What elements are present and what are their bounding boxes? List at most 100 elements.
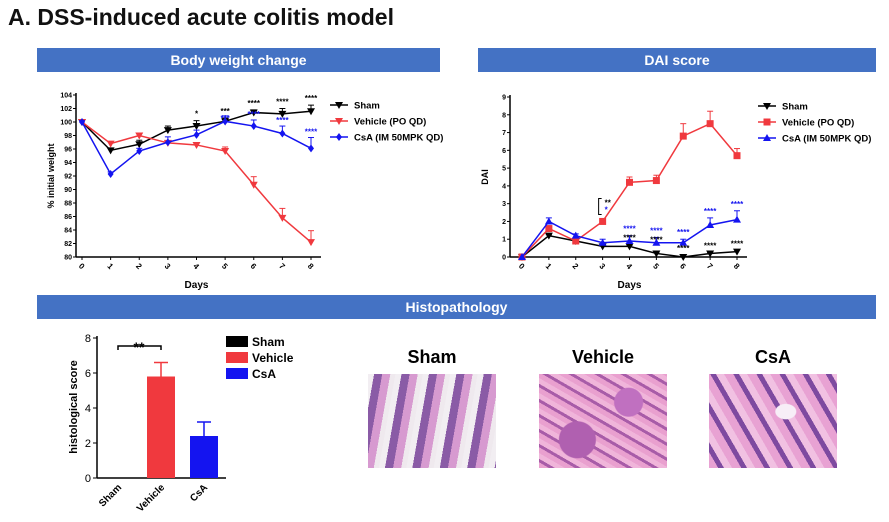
dai-legend-label: Sham bbox=[782, 102, 808, 113]
bw-sig-sham: * bbox=[195, 110, 199, 119]
dai-data-point bbox=[679, 132, 687, 140]
histo-legend-label: Vehicle bbox=[252, 351, 294, 365]
histo-legend-swatch bbox=[226, 336, 248, 347]
bw-sig-csa: *** bbox=[220, 114, 230, 123]
dai-sig-sham: ** bbox=[605, 198, 612, 207]
dai-data-point bbox=[679, 238, 688, 246]
dai-data-point bbox=[625, 237, 634, 244]
dai-data-point bbox=[518, 253, 526, 260]
bw-y-tick-label: 92 bbox=[64, 174, 72, 181]
histo-legend-swatch bbox=[226, 368, 248, 379]
dai-data-point bbox=[626, 178, 633, 186]
dai-sig-sham: **** bbox=[650, 235, 663, 244]
dai-y-tick-label: 1 bbox=[502, 237, 506, 244]
dai-legend-label: CsA (IM 50MPK QD) bbox=[782, 134, 871, 145]
bw-x-tick-label: 5 bbox=[220, 262, 230, 272]
dai-data-point bbox=[706, 221, 715, 228]
bw-y-tick-label: 98 bbox=[64, 133, 72, 140]
dai-y-tick-label: 2 bbox=[502, 219, 506, 226]
dai-sig-csa: **** bbox=[677, 228, 690, 237]
dai-data-point bbox=[544, 217, 553, 225]
dai-legend-marker bbox=[763, 118, 771, 126]
dai-y-tick-label: 4 bbox=[502, 183, 506, 190]
dai-sig-sham: **** bbox=[623, 234, 636, 243]
bw-data-point bbox=[135, 141, 144, 149]
histo-bar bbox=[147, 376, 175, 478]
histo-x-tick-label: Vehicle bbox=[135, 482, 167, 514]
bw-y-tick-label: 82 bbox=[64, 241, 72, 248]
dai-x-tick-label: 4 bbox=[624, 262, 634, 272]
dai-data-point bbox=[679, 254, 688, 261]
bw-x-tick-label: 4 bbox=[191, 262, 201, 272]
dai-x-tick-label: 0 bbox=[517, 262, 527, 272]
bw-data-point bbox=[221, 148, 230, 156]
dai-y-tick-label: 0 bbox=[502, 255, 506, 262]
bw-sig-sham: *** bbox=[220, 107, 230, 116]
dai-legend-marker bbox=[763, 134, 771, 141]
histo-legend-swatch bbox=[226, 352, 248, 363]
dai-data-point bbox=[571, 231, 580, 239]
dai-sig-csa: **** bbox=[623, 225, 636, 234]
bw-y-tick-label: 94 bbox=[64, 160, 72, 167]
bw-data-point bbox=[307, 239, 315, 247]
bw-data-point bbox=[79, 118, 85, 126]
bw-y-tick-label: 88 bbox=[64, 201, 72, 208]
bw-x-tick-label: 8 bbox=[306, 262, 316, 272]
bw-data-point bbox=[106, 147, 115, 155]
bw-sig-csa: **** bbox=[305, 128, 318, 137]
bw-data-point bbox=[192, 123, 201, 131]
dai-y-tick-label: 5 bbox=[502, 166, 506, 173]
dai-x-label: Days bbox=[618, 280, 642, 291]
dai-sig-bracket bbox=[598, 197, 602, 215]
bw-data-point bbox=[249, 181, 258, 189]
dai-y-tick-label: 7 bbox=[502, 130, 506, 137]
dai-data-point bbox=[544, 232, 553, 240]
histo-y-tick-label: 2 bbox=[85, 438, 91, 450]
histo-y-tick-label: 6 bbox=[85, 368, 91, 380]
bw-x-tick-label: 7 bbox=[277, 262, 287, 272]
histo-y-label: histological score bbox=[68, 360, 80, 454]
histo-y-tick-label: 8 bbox=[85, 333, 91, 345]
bw-data-point bbox=[249, 109, 258, 117]
dai-x-tick-label: 8 bbox=[732, 262, 742, 272]
bw-x-tick-label: 3 bbox=[163, 262, 173, 272]
histo-sig-bracket bbox=[117, 345, 162, 350]
dai-data-point bbox=[572, 237, 580, 245]
bw-legend-label: Vehicle (PO QD) bbox=[354, 117, 426, 128]
dai-x-tick-label: 2 bbox=[571, 262, 581, 272]
dai-y-tick-label: 8 bbox=[502, 112, 506, 119]
bw-sig-csa: **** bbox=[248, 110, 261, 119]
histology-image-csa bbox=[709, 374, 837, 468]
dai-data-point bbox=[733, 248, 741, 256]
dai-sig-sham: **** bbox=[704, 241, 717, 250]
dai-data-point bbox=[652, 177, 660, 185]
dai-y-label: DAI bbox=[480, 169, 490, 185]
dai-y-tick-label: 3 bbox=[502, 201, 506, 208]
dai-sig-csa: **** bbox=[650, 226, 663, 235]
dai-legend-label: Vehicle (PO QD) bbox=[782, 118, 854, 129]
bw-data-point bbox=[278, 110, 287, 118]
bw-data-point bbox=[107, 169, 114, 178]
bw-legend-label: Sham bbox=[354, 101, 380, 112]
bw-series-line bbox=[81, 121, 312, 243]
banner-histopathology: Histopathology bbox=[37, 295, 876, 319]
dai-data-point bbox=[733, 215, 741, 223]
dai-x-tick-label: 5 bbox=[651, 262, 661, 272]
histo-x-tick-label: CsA bbox=[188, 482, 210, 504]
dai-sig-sham: **** bbox=[677, 244, 690, 253]
bw-x-tick-label: 1 bbox=[106, 262, 116, 272]
dai-data-point bbox=[599, 217, 607, 225]
histo-sig-label: ** bbox=[134, 339, 145, 355]
bw-data-point bbox=[308, 144, 314, 153]
bw-data-point bbox=[192, 141, 201, 149]
dai-data-point bbox=[598, 238, 607, 246]
histo-bar bbox=[190, 436, 218, 478]
bw-sig-csa: **** bbox=[276, 116, 289, 125]
dai-y-tick-label: 9 bbox=[502, 95, 506, 102]
dai-x-tick-label: 7 bbox=[705, 262, 715, 272]
page-title: A. DSS-induced acute colitis model bbox=[8, 4, 394, 30]
bw-y-tick-label: 84 bbox=[64, 228, 72, 235]
dai-y-tick-label: 6 bbox=[502, 148, 506, 155]
bw-x-label: Days bbox=[185, 280, 209, 291]
